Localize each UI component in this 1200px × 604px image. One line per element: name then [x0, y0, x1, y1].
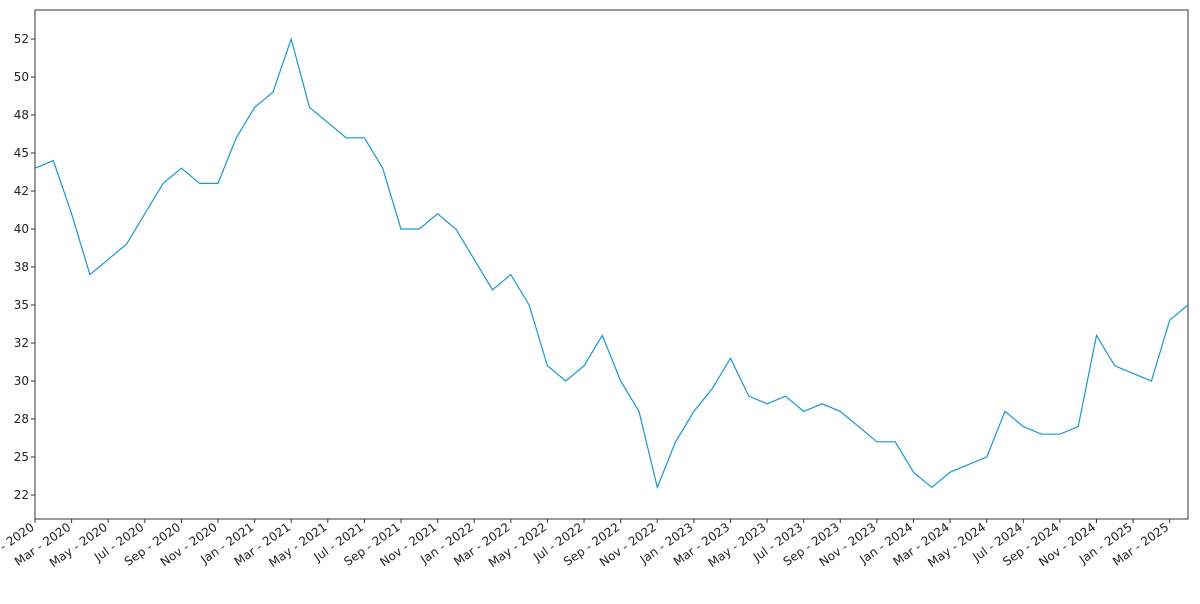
- y-tick-label: 40: [14, 222, 29, 236]
- plot-frame: [34, 9, 1189, 520]
- price-line: [34, 36, 1189, 490]
- y-tick-label: 42: [14, 184, 29, 198]
- y-tick-label: 48: [14, 108, 29, 122]
- y-tick-label: 45: [14, 146, 29, 160]
- y-tick-label: 30: [14, 374, 29, 388]
- y-tick-label: 38: [14, 260, 29, 274]
- y-tick-label: 52: [14, 32, 29, 46]
- y-tick-label: 22: [14, 488, 29, 502]
- y-tick-label: 35: [14, 298, 29, 312]
- y-tick-label: 25: [14, 450, 29, 464]
- y-tick-label: 28: [14, 412, 29, 426]
- y-tick-label: 32: [14, 336, 29, 350]
- y-tick-label: 50: [14, 70, 29, 84]
